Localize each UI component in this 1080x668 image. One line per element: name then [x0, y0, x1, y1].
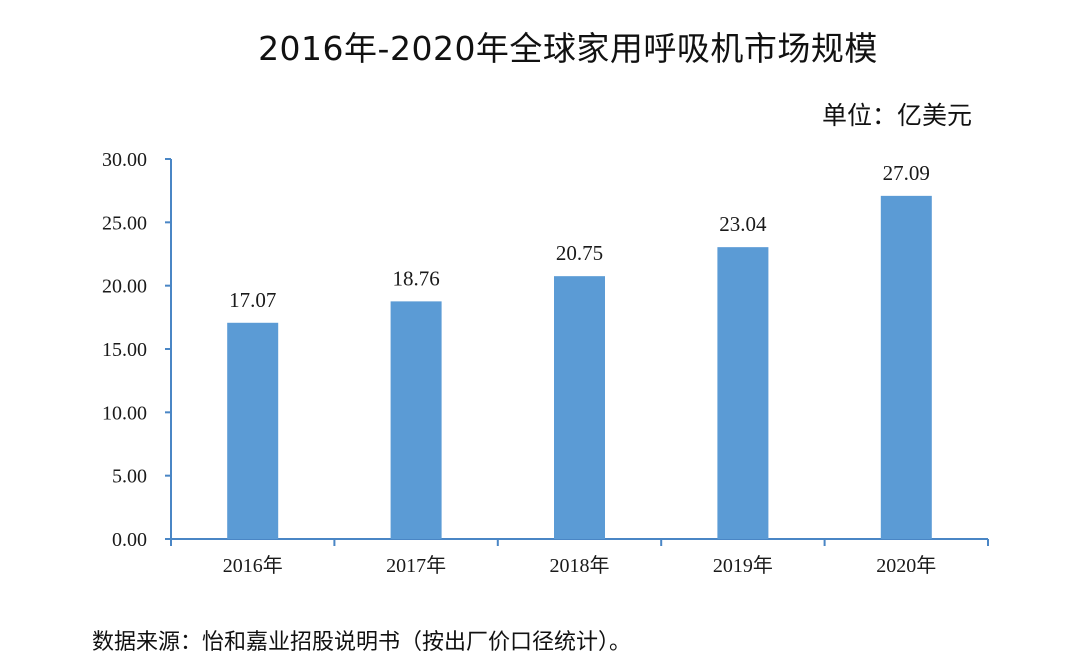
bar-2020年 [880, 195, 932, 540]
chart-title: 2016年-2020年全球家用呼吸机市场规模 [258, 29, 878, 68]
bar-2016年 [227, 322, 279, 539]
bar-2019年 [717, 247, 769, 539]
data-labels: 17.07 18.76 20.75 23.04 27.09 [229, 161, 930, 312]
y-tick-label: 0.00 [112, 529, 147, 551]
bar-series [227, 195, 932, 540]
data-label: 23.04 [719, 212, 767, 236]
x-tick-label: 2018年 [550, 554, 610, 577]
y-tick-label: 25.00 [102, 212, 147, 234]
y-tick-label: 20.00 [102, 276, 147, 298]
unit-label: 单位：亿美元 [822, 101, 973, 130]
x-tick-label: 2017年 [386, 554, 446, 577]
source-note: 数据来源：怡和嘉业招股说明书（按出厂价口径统计）。 [92, 630, 632, 655]
y-tick-label: 10.00 [102, 402, 147, 424]
x-tick-label: 2019年 [713, 554, 773, 577]
data-label: 18.76 [392, 266, 439, 290]
x-axis: 2016年 2017年 2018年 2019年 2020年 [170, 538, 989, 577]
y-tick-label: 15.00 [102, 339, 147, 361]
y-tick-label: 30.00 [102, 149, 147, 171]
bar-2017年 [390, 301, 442, 539]
x-tick-label: 2016年 [223, 554, 283, 577]
data-label: 17.07 [229, 288, 276, 312]
y-tick-label: 5.00 [112, 466, 147, 488]
x-tick-label: 2020年 [876, 554, 936, 577]
bar-2018年 [554, 276, 605, 539]
data-label: 20.75 [556, 241, 603, 265]
data-label: 27.09 [883, 161, 930, 185]
y-axis: 0.00 5.00 10.00 15.00 20.00 25.00 30.00 [102, 149, 172, 551]
